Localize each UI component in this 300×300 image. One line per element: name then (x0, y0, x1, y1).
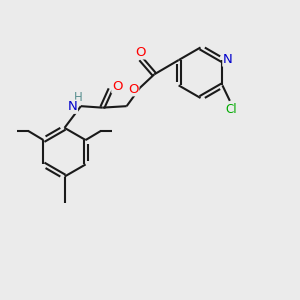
Text: O: O (112, 80, 122, 93)
Text: Cl: Cl (226, 103, 237, 116)
Text: O: O (128, 83, 139, 96)
Text: H: H (74, 91, 83, 104)
Text: N: N (68, 100, 77, 113)
Text: O: O (135, 46, 146, 59)
Text: N: N (223, 53, 232, 66)
